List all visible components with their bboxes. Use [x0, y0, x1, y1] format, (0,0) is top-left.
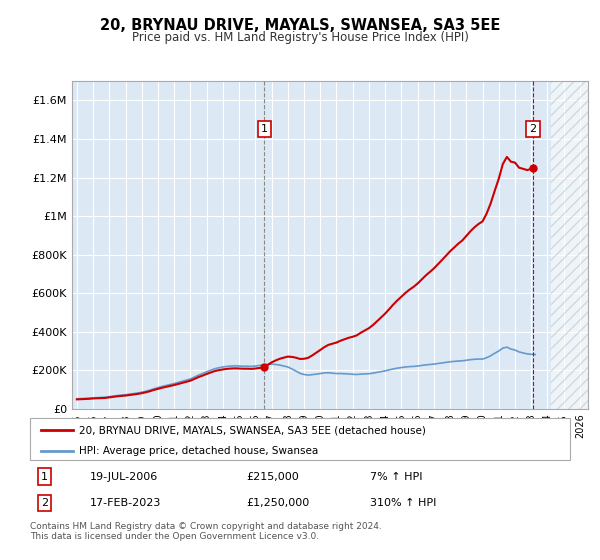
Text: 1: 1: [260, 124, 268, 134]
Text: 19-JUL-2006: 19-JUL-2006: [89, 472, 158, 482]
Text: 1: 1: [41, 472, 48, 482]
Text: Price paid vs. HM Land Registry's House Price Index (HPI): Price paid vs. HM Land Registry's House …: [131, 31, 469, 44]
Text: 7% ↑ HPI: 7% ↑ HPI: [370, 472, 422, 482]
Text: 2: 2: [530, 124, 537, 134]
Text: £1,250,000: £1,250,000: [246, 498, 309, 508]
Text: Contains HM Land Registry data © Crown copyright and database right 2024.
This d: Contains HM Land Registry data © Crown c…: [30, 522, 382, 542]
Text: 2: 2: [41, 498, 48, 508]
FancyBboxPatch shape: [30, 418, 570, 460]
Text: £215,000: £215,000: [246, 472, 299, 482]
Bar: [551, 81, 588, 409]
Text: 17-FEB-2023: 17-FEB-2023: [89, 498, 161, 508]
Text: 20, BRYNAU DRIVE, MAYALS, SWANSEA, SA3 5EE: 20, BRYNAU DRIVE, MAYALS, SWANSEA, SA3 5…: [100, 18, 500, 33]
Text: HPI: Average price, detached house, Swansea: HPI: Average price, detached house, Swan…: [79, 446, 318, 456]
Text: 20, BRYNAU DRIVE, MAYALS, SWANSEA, SA3 5EE (detached house): 20, BRYNAU DRIVE, MAYALS, SWANSEA, SA3 5…: [79, 425, 425, 435]
Text: 310% ↑ HPI: 310% ↑ HPI: [370, 498, 437, 508]
